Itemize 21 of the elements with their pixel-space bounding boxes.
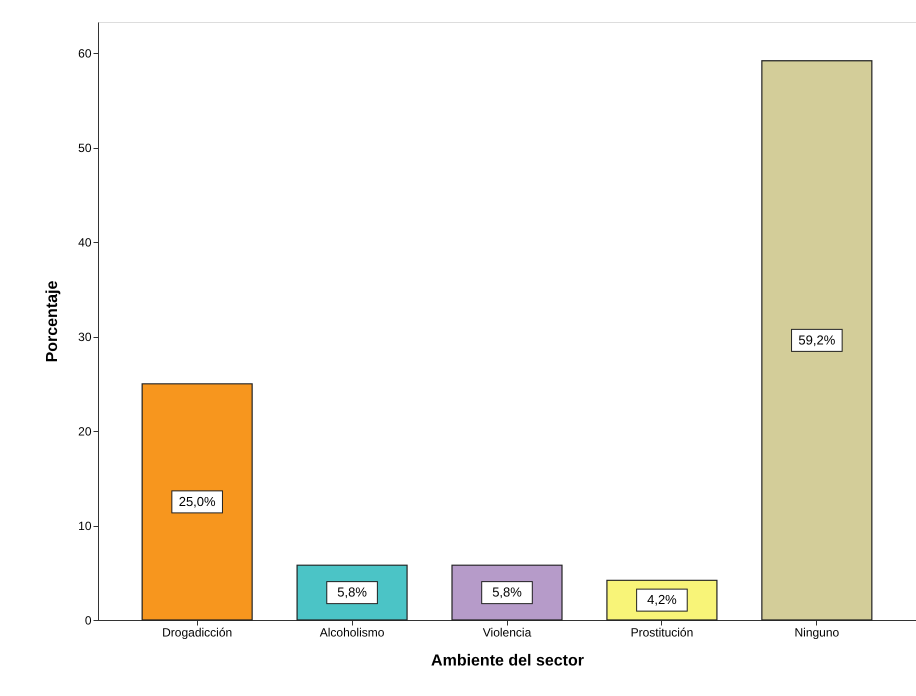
x-tick-label: Ninguno xyxy=(794,626,840,640)
y-tick-label: 20 xyxy=(78,424,92,439)
bar xyxy=(142,383,253,621)
y-tick-label: 40 xyxy=(78,236,92,250)
x-tick-label: Drogadicción xyxy=(162,626,232,640)
data-label: 59,2% xyxy=(798,332,836,348)
data-label: 5,8% xyxy=(492,584,522,600)
x-axis-title: Ambiente del sector xyxy=(431,652,584,670)
y-tick-label: 30 xyxy=(78,330,92,344)
y-tick-label: 60 xyxy=(78,46,92,61)
x-tick-label: Prostitución xyxy=(630,626,694,640)
data-label: 4,2% xyxy=(647,592,678,608)
y-tick-label: 0 xyxy=(84,614,92,628)
y-tick-label: 10 xyxy=(78,519,92,534)
bar xyxy=(761,60,872,621)
data-label: 25,0% xyxy=(178,494,216,509)
x-tick-label: Alcoholismo xyxy=(320,626,385,640)
data-label: 5,8% xyxy=(337,584,368,600)
y-axis-title: Porcentaje xyxy=(44,280,62,362)
x-tick-label: Violencia xyxy=(482,626,532,640)
y-tick-label: 50 xyxy=(78,141,92,156)
